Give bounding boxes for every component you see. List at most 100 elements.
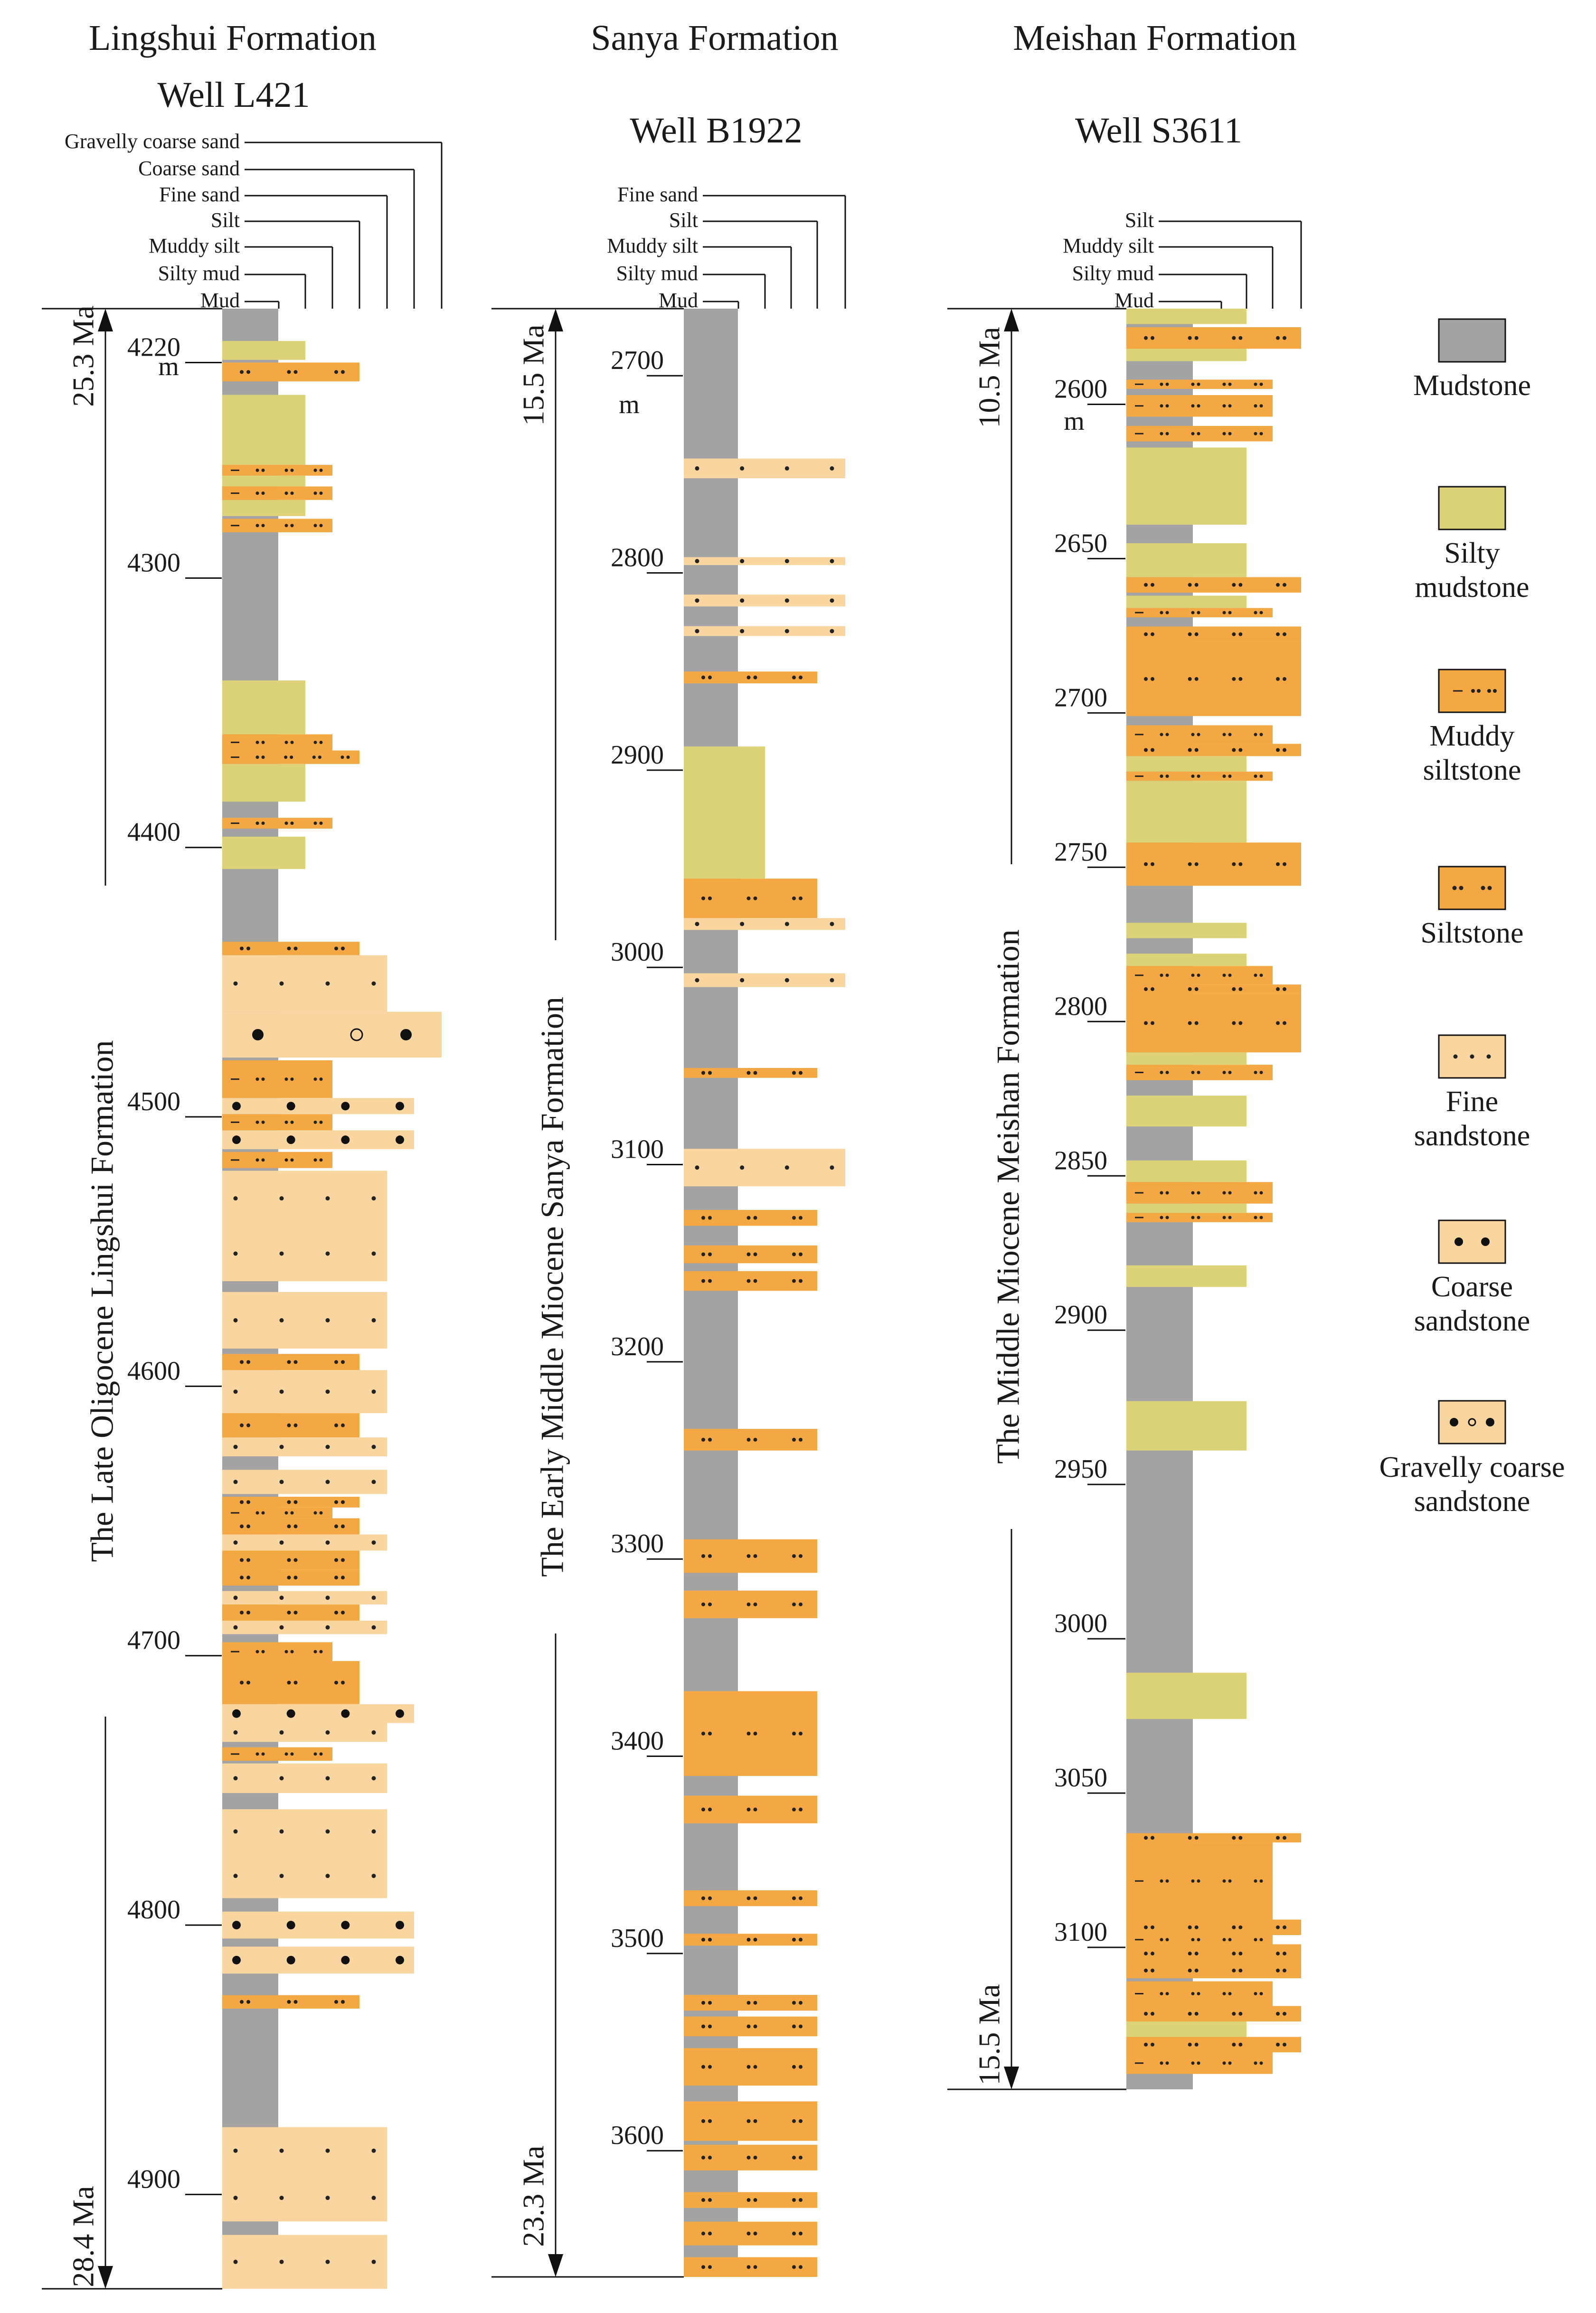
silt-dot	[287, 1423, 291, 1427]
interval-label: The Late Oligocene Lingshui Formation	[84, 1040, 120, 1562]
silt-dot	[1222, 382, 1226, 386]
silt-dot	[1160, 1191, 1163, 1195]
coarse-sand-dot	[341, 1955, 350, 1964]
legend-swatch	[1438, 318, 1506, 363]
silt-dot	[293, 1500, 298, 1504]
silt-dot	[1191, 611, 1195, 614]
silt-dot	[746, 1602, 751, 1606]
silt-dot	[290, 1120, 294, 1124]
legend-label: siltstone	[1423, 754, 1521, 786]
silt-dot	[746, 1554, 751, 1558]
silt-dot	[753, 1937, 757, 1942]
silt-dot	[1276, 748, 1280, 752]
silt-dot	[287, 1610, 291, 1614]
silt-dot	[1276, 1952, 1280, 1956]
layer-silty-mudstone	[1126, 1052, 1247, 1065]
silt-dot	[334, 370, 338, 374]
depth-tick-label: 3500	[611, 1924, 664, 1953]
coarse-sand-dot	[341, 1102, 350, 1111]
layer-silty-mudstone	[1126, 1401, 1247, 1451]
silt-dot	[799, 1807, 803, 1812]
legend-dot	[1477, 689, 1481, 693]
layer-fill	[1126, 1963, 1301, 1979]
layer-siltstone	[684, 1271, 817, 1291]
silt-dot	[799, 1216, 803, 1220]
layer-muddy-siltstone	[1126, 771, 1273, 781]
fine-sand-dot	[325, 2196, 330, 2200]
layer-fill	[1126, 954, 1247, 966]
silt-dot	[701, 2265, 705, 2269]
silt-dot	[319, 1077, 323, 1081]
silt-dot	[1222, 1216, 1226, 1219]
layer-silty-mudstone	[1126, 543, 1247, 577]
silt-dot	[1232, 1952, 1236, 1956]
fine-sand-dot	[740, 922, 745, 926]
layer-fine-sandstone	[684, 918, 845, 930]
layer-muddy-siltstone	[222, 1747, 332, 1761]
fine-sand-dot	[695, 1165, 699, 1170]
silt-dot	[1188, 1836, 1192, 1840]
silt-dot	[1259, 1191, 1263, 1195]
silt-dot	[246, 1680, 250, 1685]
fine-sand-dot	[325, 1625, 330, 1630]
layer-fill	[222, 1763, 387, 1794]
fine-sand-dot	[233, 1776, 238, 1781]
layer-fill	[222, 680, 305, 735]
layer-fill	[1126, 327, 1301, 349]
silt-dot	[1160, 1071, 1163, 1075]
layer-siltstone	[222, 942, 359, 955]
silt-dot	[1222, 1938, 1226, 1942]
silt-dot	[1188, 1968, 1192, 1973]
silt-dot	[753, 1071, 757, 1075]
silt-dot	[1191, 973, 1195, 977]
layer-siltstone	[684, 1890, 817, 1907]
fine-sand-dot	[233, 981, 238, 986]
fine-sand-dot	[371, 1318, 376, 1322]
layer-silty-mudstone	[222, 680, 305, 735]
fine-sand-dot	[371, 1829, 376, 1834]
silt-dot	[792, 2231, 796, 2236]
layer-fill	[1126, 1265, 1247, 1287]
silt-dot	[1194, 2011, 1199, 2016]
silt-dot	[792, 2001, 796, 2005]
silt-dot	[1197, 1191, 1200, 1195]
layer-fine-sandstone	[222, 1470, 387, 1494]
silt-dot	[1151, 583, 1154, 587]
silt-dot	[1188, 2042, 1192, 2047]
fine-sand-dot	[233, 1480, 238, 1484]
silt-dot	[1259, 1992, 1263, 1996]
fine-sand-dot	[279, 1480, 284, 1484]
legend-dot	[1450, 1418, 1458, 1426]
silt-dot	[746, 1216, 751, 1220]
silt-dot	[746, 1071, 751, 1075]
fine-sand-dot	[371, 2148, 376, 2153]
silt-dot	[313, 491, 317, 495]
fine-sand-dot	[740, 1165, 745, 1170]
layer-fill	[1126, 984, 1301, 994]
layer-fine-sandstone	[222, 1292, 387, 1349]
layer-siltstone	[1126, 1833, 1301, 1843]
layer-coarse-sandstone	[222, 1130, 414, 1150]
silt-dot	[1222, 1879, 1226, 1883]
silt-dot	[293, 1360, 298, 1364]
legend-dot	[1486, 1418, 1494, 1426]
silt-dot	[1259, 432, 1263, 435]
silt-dot	[261, 524, 265, 528]
silt-dot	[1165, 1071, 1169, 1075]
layer-siltstone	[1126, 1963, 1301, 1979]
fine-sand-dot	[279, 1540, 284, 1545]
silt-dot	[1194, 862, 1199, 866]
silt-dot	[287, 1360, 291, 1364]
layer-silty-mudstone	[222, 500, 305, 516]
interval-label: The Early Middle Miocene Sanya Formation	[534, 997, 570, 1577]
layer-coarse-sandstone	[222, 1946, 414, 1974]
legend-item-mudstone: Mudstone	[1413, 318, 1531, 402]
layer-siltstone	[1126, 1944, 1301, 1963]
age-top-label: 10.5 Ma	[973, 327, 1006, 428]
silt-dot	[799, 2231, 803, 2236]
layer-siltstone	[684, 1210, 817, 1226]
layer-fill	[1126, 923, 1247, 938]
layer-fine-sandstone	[684, 595, 845, 607]
silt-dot	[1232, 2042, 1236, 2047]
